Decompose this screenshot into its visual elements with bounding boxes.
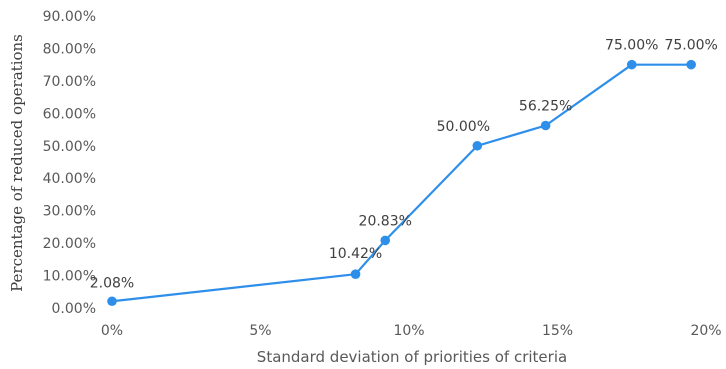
data-label: 50.00% [437, 119, 490, 135]
x-tick-label: 0% [101, 323, 123, 339]
data-label: 75.00% [664, 38, 717, 54]
data-label: 10.42% [329, 246, 382, 262]
data-point [350, 269, 361, 279]
y-tick-label: 10.00% [43, 269, 96, 285]
y-tick-label: 80.00% [43, 41, 96, 57]
x-axis-ticks: 0% 5% 10% 15% 20% [101, 323, 722, 339]
data-point [380, 235, 391, 246]
data-label: 2.08% [90, 275, 134, 291]
y-tick-label: 30.00% [43, 204, 96, 220]
y-axis-title: Percentage of reduced operations [8, 34, 26, 292]
y-tick-label: 0.00% [52, 301, 96, 317]
y-tick-label: 40.00% [43, 171, 96, 187]
data-point [107, 296, 117, 307]
data-point [472, 140, 483, 151]
data-label: 20.83% [359, 213, 412, 229]
y-tick-label: 70.00% [43, 74, 96, 90]
y-tick-label: 90.00% [43, 9, 96, 25]
series-line [111, 63, 692, 303]
x-axis-title: Standard deviation of priorities of crit… [257, 348, 567, 366]
y-tick-label: 60.00% [43, 106, 96, 122]
y-tick-label: 20.00% [43, 236, 96, 252]
data-point [686, 59, 696, 70]
series-layer [111, 63, 692, 303]
y-tick-label: 50.00% [43, 139, 96, 155]
data-label: 56.25% [519, 99, 572, 115]
data-label: 75.00% [605, 38, 658, 54]
data-point [540, 120, 551, 131]
x-tick-label: 15% [542, 323, 573, 339]
x-tick-label: 10% [393, 323, 424, 339]
data-labels: 2.08% 10.42% 20.83% 50.00% 56.25% 75.00% 75.00… [90, 38, 718, 292]
x-tick-label: 5% [249, 323, 271, 339]
x-tick-label: 20% [690, 323, 721, 339]
y-axis-ticks: 0.00% 10.00% 20.00% 30.00% 40.00% 50.00% 60.00… [43, 9, 96, 317]
data-points [107, 59, 696, 307]
data-point [626, 59, 637, 70]
